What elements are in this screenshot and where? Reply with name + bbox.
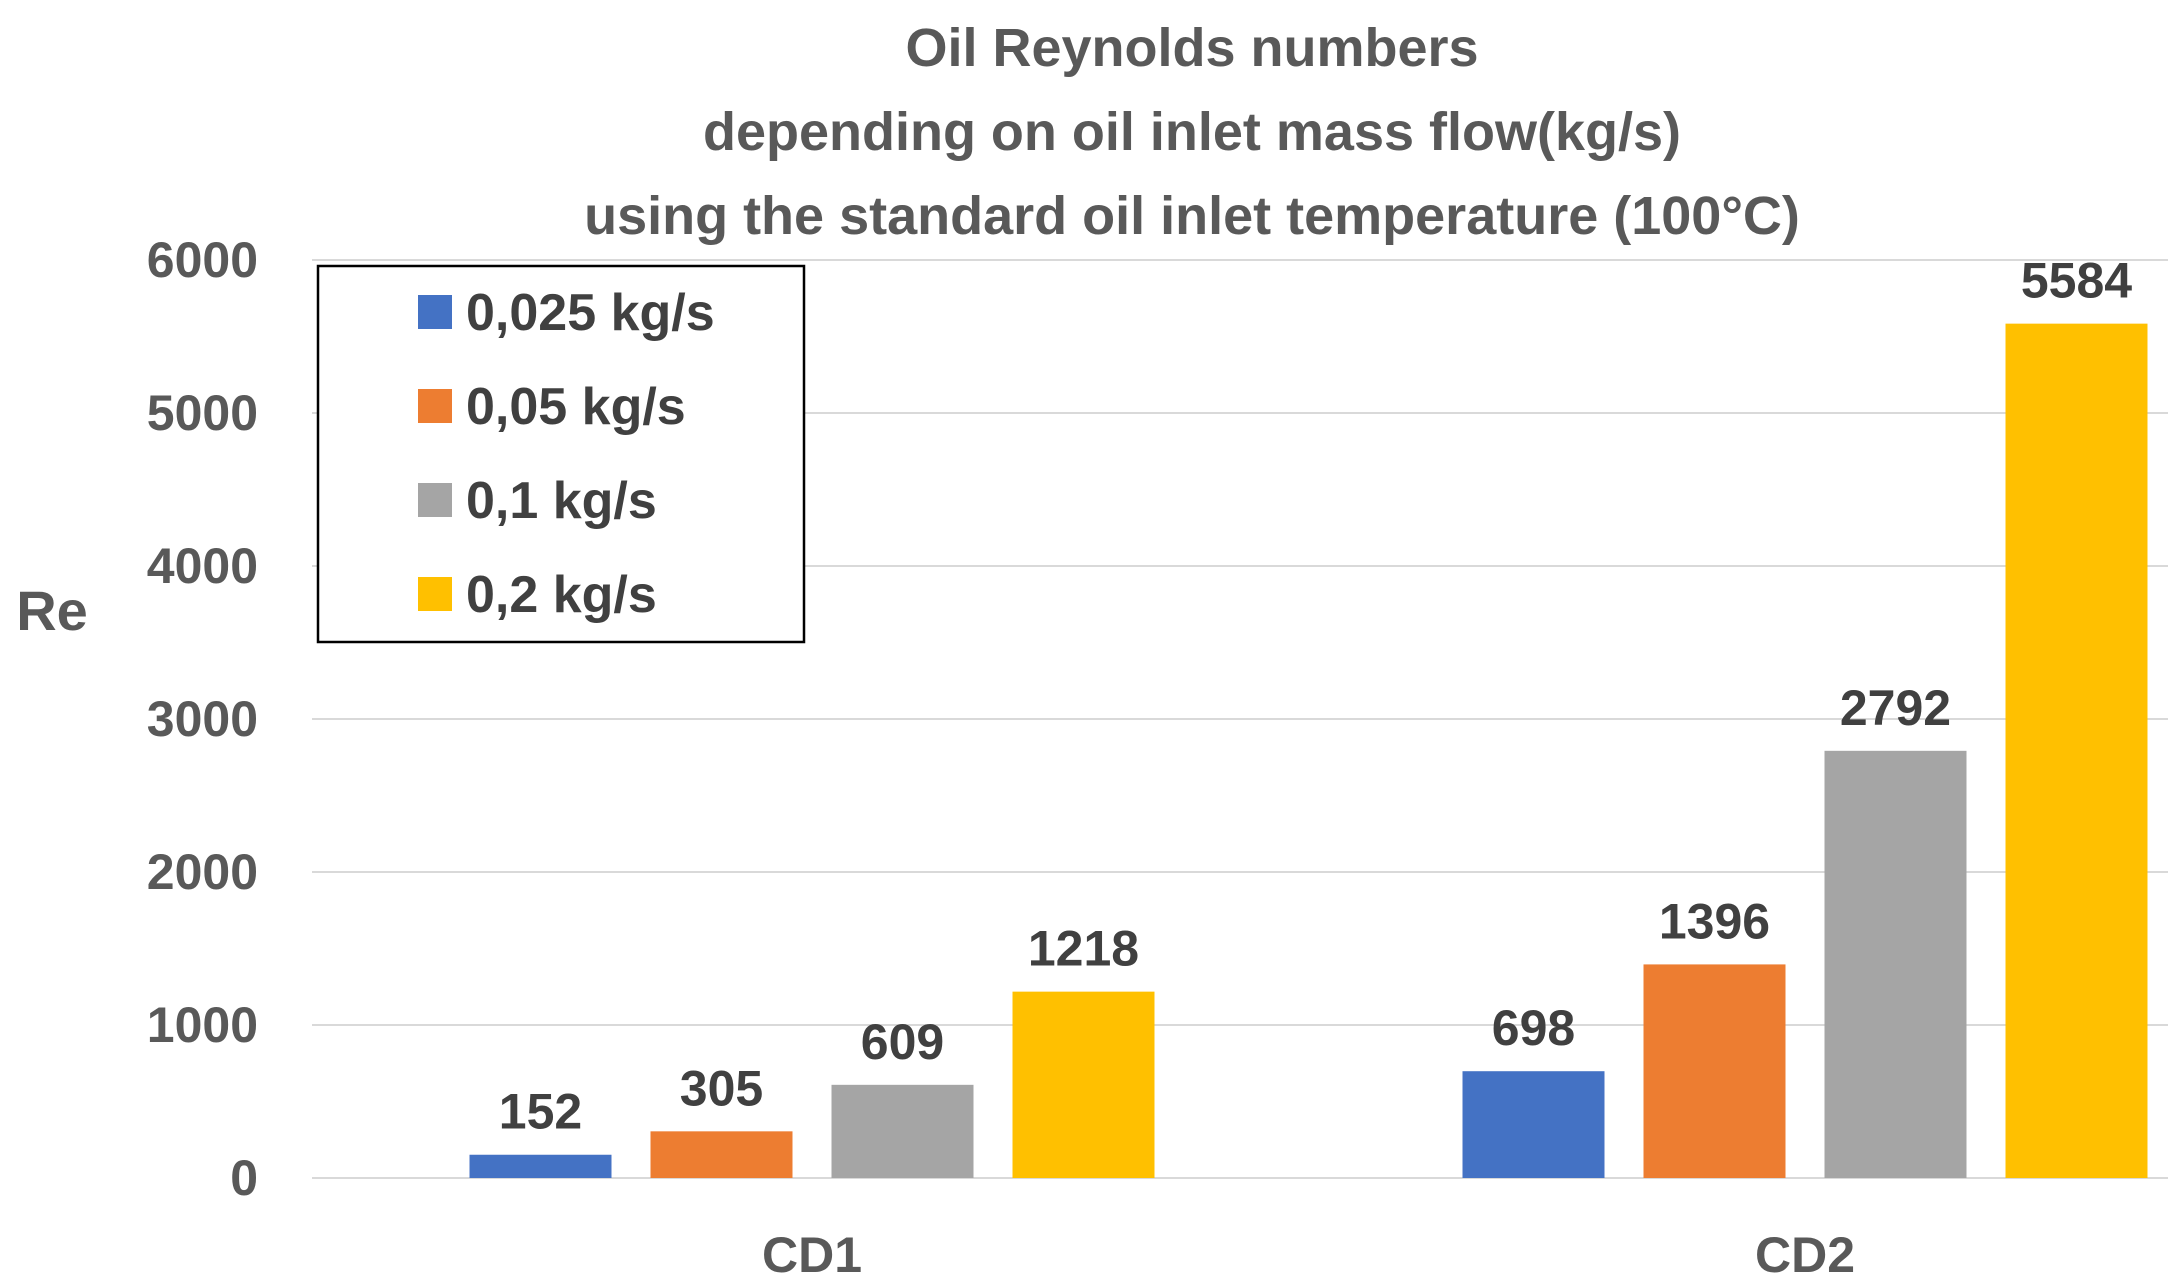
legend-swatch [418,295,452,329]
y-tick-label: 1000 [147,997,258,1053]
legend-label: 0,025 kg/s [466,284,715,342]
chart-title-line: using the standard oil inlet temperature… [584,186,1800,246]
legend-label: 0,2 kg/s [466,566,657,624]
bars [469,323,2148,1178]
bar [469,1154,612,1178]
legend: 0,025 kg/s 0,05 kg/s 0,1 kg/s 0,2 kg/s [316,264,806,644]
x-tick-label: CD2 [1755,1227,1855,1280]
data-label: 698 [1492,1000,1575,1056]
data-label: 1396 [1659,893,1770,949]
bar [2005,323,2148,1178]
bar [1643,964,1786,1178]
y-tick-label: 3000 [147,691,258,747]
bar [1824,750,1967,1178]
y-tick-label: 4000 [147,538,258,594]
x-tick-label: CD1 [762,1227,862,1280]
bar [650,1131,793,1178]
legend-label: 0,05 kg/s [466,378,686,436]
bar [1012,991,1155,1178]
bar [831,1084,974,1178]
y-tick-label: 5000 [147,385,258,441]
chart-title-line: depending on oil inlet mass flow(kg/s) [703,102,1681,162]
data-label: 305 [680,1060,763,1116]
axes: 0 1000 2000 3000 4000 5000 6000 Re CD1 CD2 [16,232,1855,1280]
y-axis-label: Re [16,579,88,642]
chart-title: Oil Reynolds numbers depending on oil inl… [584,18,1800,246]
data-label: 2792 [1840,680,1951,736]
legend-label: 0,1 kg/s [466,472,657,530]
bar [1462,1071,1605,1178]
data-label: 152 [499,1084,582,1140]
legend-box [316,264,806,644]
y-tick-label: 0 [230,1150,258,1206]
data-label: 1218 [1028,921,1139,977]
y-tick-label: 2000 [147,844,258,900]
data-label: 609 [861,1014,944,1070]
data-labels: 152 305 609 1218 698 1396 2792 5584 [499,253,2133,1140]
legend-swatch [418,389,452,423]
legend-swatch [418,483,452,517]
legend-swatch [418,577,452,611]
data-label: 5584 [2021,253,2132,309]
y-tick-label: 6000 [147,232,258,288]
chart-title-line: Oil Reynolds numbers [905,18,1478,78]
